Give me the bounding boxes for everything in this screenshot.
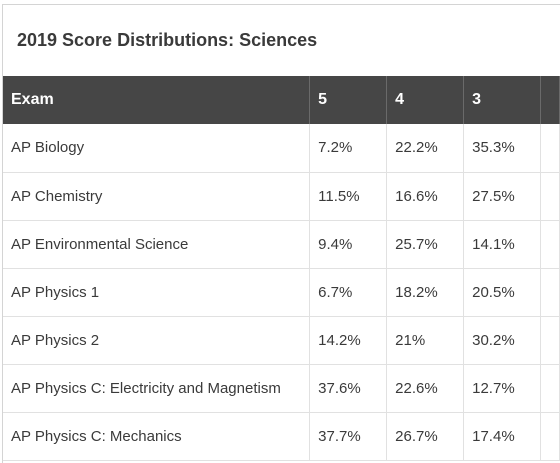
table-header-row: Exam 5 4 3 [3,76,560,124]
score-5-cell: 14.2% [309,316,388,365]
score-3-cell: 12.7% [463,364,542,413]
exam-name-cell: AP Physics C: Mechanics [3,412,311,461]
exam-name-cell: AP Physics 2 [3,316,311,365]
table-frame [2,4,560,463]
score-5-cell: 37.6% [309,364,388,413]
overflow-cell [540,412,560,461]
overflow-cell [540,220,560,269]
score-distribution-table: Exam 5 4 3 AP Biology 7.2% 22.2% 35.3% A… [3,76,560,461]
score-4-cell: 21% [386,316,465,365]
score-3-cell: 14.1% [463,220,542,269]
table-row: AP Physics 1 6.7% 18.2% 20.5% [3,268,560,317]
table-row: AP Biology 7.2% 22.2% 35.3% [3,124,560,173]
score-3-cell: 30.2% [463,316,542,365]
score-5-cell: 6.7% [309,268,388,317]
score-4-cell: 16.6% [386,172,465,221]
exam-name-cell: AP Physics C: Electricity and Magnetism [3,364,311,413]
exam-name-cell: AP Environmental Science [3,220,311,269]
score-4-cell: 22.2% [386,124,465,173]
table-row: AP Physics 2 14.2% 21% 30.2% [3,316,560,365]
overflow-cell [540,268,560,317]
column-header-exam: Exam [3,76,311,124]
score-5-cell: 11.5% [309,172,388,221]
column-header-score-5: 5 [309,76,388,124]
overflow-cell [540,364,560,413]
column-header-score-3: 3 [463,76,542,124]
exam-name-cell: AP Biology [3,124,311,173]
table-caption: 2019 Score Distributions: Sciences [17,30,318,50]
table-row: AP Environmental Science 9.4% 25.7% 14.1… [3,220,560,269]
score-4-cell: 26.7% [386,412,465,461]
score-5-cell: 7.2% [309,124,388,173]
overflow-cell [540,124,560,173]
score-3-cell: 17.4% [463,412,542,461]
score-4-cell: 22.6% [386,364,465,413]
table-row: AP Physics C: Mechanics 37.7% 26.7% 17.4… [3,412,560,461]
table-row: AP Physics C: Electricity and Magnetism … [3,364,560,413]
exam-name-cell: AP Chemistry [3,172,311,221]
score-5-cell: 37.7% [309,412,388,461]
score-4-cell: 18.2% [386,268,465,317]
score-4-cell: 25.7% [386,220,465,269]
column-header-overflow [540,76,560,124]
exam-name-cell: AP Physics 1 [3,268,311,317]
score-3-cell: 35.3% [463,124,542,173]
column-header-score-4: 4 [386,76,465,124]
overflow-cell [540,316,560,365]
overflow-cell [540,172,560,221]
score-3-cell: 20.5% [463,268,542,317]
table-row: AP Chemistry 11.5% 16.6% 27.5% [3,172,560,221]
score-5-cell: 9.4% [309,220,388,269]
score-3-cell: 27.5% [463,172,542,221]
